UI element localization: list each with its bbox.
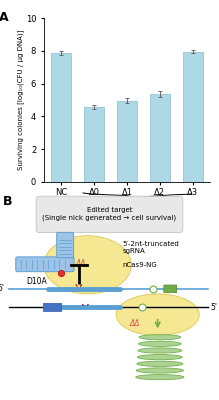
Text: B: B bbox=[3, 195, 13, 208]
FancyBboxPatch shape bbox=[57, 232, 74, 258]
Bar bbox=[150, 94, 170, 182]
Text: Edited target
(Single nick generated → cell survival): Edited target (Single nick generated → c… bbox=[42, 207, 177, 220]
Ellipse shape bbox=[137, 361, 183, 366]
Text: ΔΔ: ΔΔ bbox=[76, 259, 86, 268]
FancyBboxPatch shape bbox=[164, 285, 177, 293]
Ellipse shape bbox=[136, 368, 184, 373]
Text: 5′-truncated sgRNAs: 5′-truncated sgRNAs bbox=[94, 199, 180, 208]
Bar bbox=[51, 53, 71, 182]
Text: A: A bbox=[0, 12, 9, 24]
FancyBboxPatch shape bbox=[36, 196, 183, 232]
Ellipse shape bbox=[139, 334, 181, 340]
Ellipse shape bbox=[139, 341, 181, 346]
Text: 5': 5' bbox=[210, 303, 217, 312]
Ellipse shape bbox=[138, 354, 182, 360]
Y-axis label: Surviving colonies [log₁₀(CFU / μg DNA)]: Surviving colonies [log₁₀(CFU / μg DNA)] bbox=[18, 30, 24, 170]
Text: 5': 5' bbox=[0, 284, 4, 293]
Ellipse shape bbox=[136, 374, 184, 380]
Ellipse shape bbox=[138, 348, 182, 353]
Text: ΔΔ: ΔΔ bbox=[129, 318, 140, 328]
Bar bbox=[84, 107, 104, 182]
FancyBboxPatch shape bbox=[43, 303, 62, 312]
Text: D10A: D10A bbox=[26, 277, 47, 286]
Bar bbox=[183, 52, 203, 182]
Text: nCas9-NG: nCas9-NG bbox=[123, 262, 157, 268]
Text: 5′-2nt-truncated
sgRNA: 5′-2nt-truncated sgRNA bbox=[123, 241, 179, 254]
FancyBboxPatch shape bbox=[16, 257, 74, 272]
Ellipse shape bbox=[116, 294, 199, 336]
Ellipse shape bbox=[44, 236, 131, 294]
Bar bbox=[117, 101, 137, 182]
